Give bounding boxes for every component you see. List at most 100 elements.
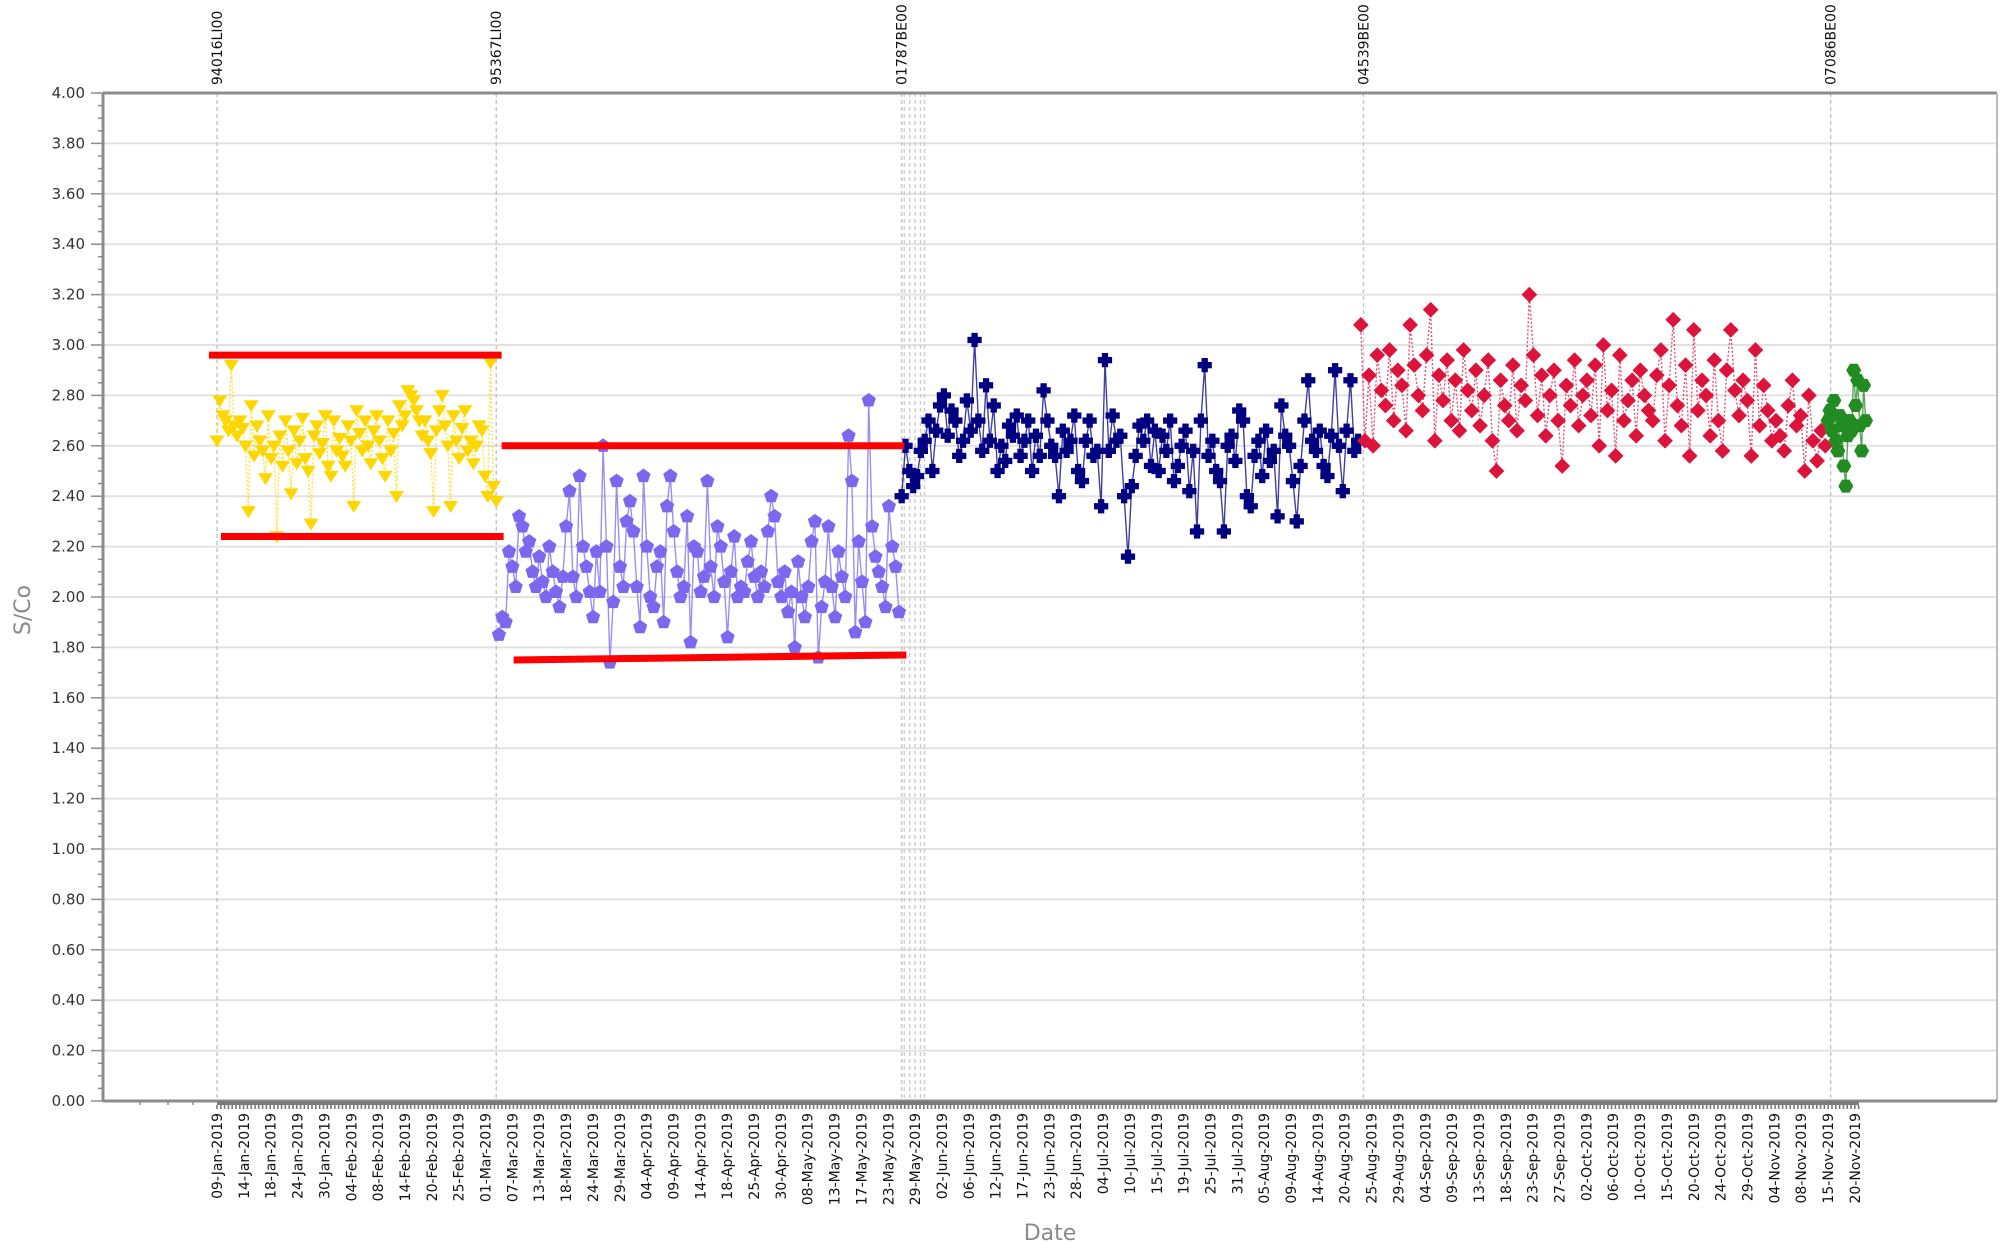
diamond-marker-icon <box>1710 412 1727 429</box>
diamond-marker-icon <box>1587 357 1603 374</box>
diamond-marker-icon <box>1377 397 1394 414</box>
hexagon-marker-icon <box>1836 459 1852 473</box>
cross-marker-icon <box>971 413 986 428</box>
hexagon-marker-icon <box>1838 479 1854 493</box>
pentagon-marker-icon <box>532 549 547 563</box>
triangle-down-marker-icon <box>363 458 379 471</box>
cross-marker-icon <box>1216 524 1231 539</box>
triangle-down-marker-icon <box>386 427 402 440</box>
pentagon-marker-icon <box>656 614 671 629</box>
pentagon-marker-icon <box>774 589 789 604</box>
pentagon-marker-icon <box>498 614 513 629</box>
pentagon-marker-icon <box>666 523 681 538</box>
triangle-down-marker-icon <box>229 430 245 443</box>
cross-marker-icon <box>921 413 936 428</box>
diamond-marker-icon <box>1620 392 1636 409</box>
diamond-marker-icon <box>1500 412 1517 429</box>
diamond-marker-icon <box>1796 463 1813 479</box>
hexagon-marker-icon <box>1854 444 1870 458</box>
cross-marker-icon <box>917 433 932 448</box>
triangle-down-marker-icon <box>349 405 365 418</box>
cross-marker-icon <box>1009 408 1024 423</box>
y-tick-label: 2.40 <box>52 487 85 505</box>
triangle-down-marker-icon <box>277 415 293 428</box>
pentagon-marker-icon <box>777 564 792 578</box>
cross-marker-icon <box>1082 413 1097 428</box>
diamond-marker-icon <box>1402 316 1419 333</box>
cross-marker-icon <box>1028 428 1044 443</box>
pentagon-marker-icon <box>834 569 849 583</box>
cross-marker-icon <box>1205 433 1220 448</box>
pentagon-marker-icon <box>542 539 557 553</box>
x-tick-label: 18-Sep-2019 <box>1499 1113 1515 1203</box>
pentagon-marker-icon <box>612 559 628 573</box>
x-tick-label: 20-Oct-2019 <box>1687 1113 1703 1201</box>
lot-label: 04539BE00 <box>1356 4 1372 85</box>
x-tick-label: 04-Sep-2019 <box>1418 1113 1434 1203</box>
pentagon-marker-icon <box>555 569 570 583</box>
triangle-down-marker-icon <box>334 450 350 463</box>
cross-marker-icon <box>1013 448 1028 464</box>
pentagon-marker-icon <box>585 609 601 624</box>
triangle-down-marker-icon <box>454 422 470 435</box>
cross-marker-icon <box>1024 463 1040 479</box>
pentagon-marker-icon <box>629 579 644 593</box>
pentagon-marker-icon <box>669 564 685 578</box>
cross-marker-icon <box>1090 443 1105 458</box>
triangle-down-marker-icon <box>300 465 316 478</box>
diamond-marker-icon <box>1809 453 1825 469</box>
cross-marker-icon <box>1201 448 1216 464</box>
diamond-marker-icon <box>1476 387 1493 404</box>
x-tick-label: 07-Mar-2019 <box>505 1113 521 1202</box>
pentagon-marker-icon <box>871 564 886 578</box>
diamond-marker-icon <box>1529 407 1546 424</box>
cross-marker-icon <box>1339 423 1354 438</box>
x-tick-label: 24-Jan-2019 <box>291 1113 307 1199</box>
triangle-down-marker-icon <box>317 410 333 423</box>
cross-marker-icon <box>1274 398 1289 413</box>
pentagon-marker-icon <box>575 539 591 553</box>
x-tick-label: 01-Mar-2019 <box>479 1113 495 1202</box>
y-tick-label: 0.00 <box>52 1092 85 1110</box>
pentagon-marker-icon <box>706 589 722 604</box>
cross-marker-icon <box>1297 413 1312 428</box>
triangle-down-marker-icon <box>394 420 410 433</box>
x-tick-label: 06-Jun-2019 <box>962 1113 978 1199</box>
triangle-down-marker-icon <box>326 415 342 428</box>
x-tick-label: 15-Jul-2019 <box>1150 1113 1166 1194</box>
diamond-marker-icon <box>1739 392 1756 409</box>
diamond-marker-icon <box>1632 362 1649 379</box>
triangle-down-marker-icon <box>260 410 276 423</box>
diamond-marker-icon <box>1677 357 1694 374</box>
series-95367LI00 <box>491 392 907 669</box>
y-tick-label: 1.00 <box>52 840 85 858</box>
y-tick-label: 1.60 <box>52 689 85 707</box>
cross-marker-icon <box>1289 514 1304 529</box>
x-tick-label: 09-Apr-2019 <box>666 1113 682 1200</box>
pentagon-marker-icon <box>878 599 893 614</box>
x-tick-label: 09-Sep-2019 <box>1445 1113 1461 1203</box>
x-tick-label: 14-Feb-2019 <box>398 1113 414 1201</box>
pentagon-marker-icon <box>861 392 876 407</box>
cross-marker-icon <box>1159 443 1174 458</box>
cross-marker-icon <box>1239 489 1255 504</box>
triangle-down-marker-icon <box>223 359 239 372</box>
cross-marker-icon <box>1170 458 1185 474</box>
diamond-marker-icon <box>1673 417 1690 434</box>
cross-marker-icon <box>1128 448 1143 464</box>
diamond-marker-icon <box>1414 402 1431 419</box>
pentagon-marker-icon <box>827 609 843 624</box>
x-tick-label: 15-Oct-2019 <box>1660 1113 1676 1201</box>
pentagon-marker-icon <box>868 549 883 563</box>
pentagon-marker-icon <box>710 518 725 533</box>
cross-marker-icon <box>1174 438 1189 453</box>
triangle-down-marker-icon <box>218 415 234 428</box>
pentagon-marker-icon <box>538 589 554 604</box>
y-tick-label: 1.80 <box>52 638 85 656</box>
diamond-marker-icon <box>1780 397 1797 414</box>
y-tick-label: 3.60 <box>52 185 85 203</box>
control-limit-lines <box>208 351 907 664</box>
diamond-marker-icon <box>1751 417 1768 434</box>
diamond-marker-icon <box>1443 412 1460 429</box>
pentagon-marker-icon <box>814 599 829 614</box>
